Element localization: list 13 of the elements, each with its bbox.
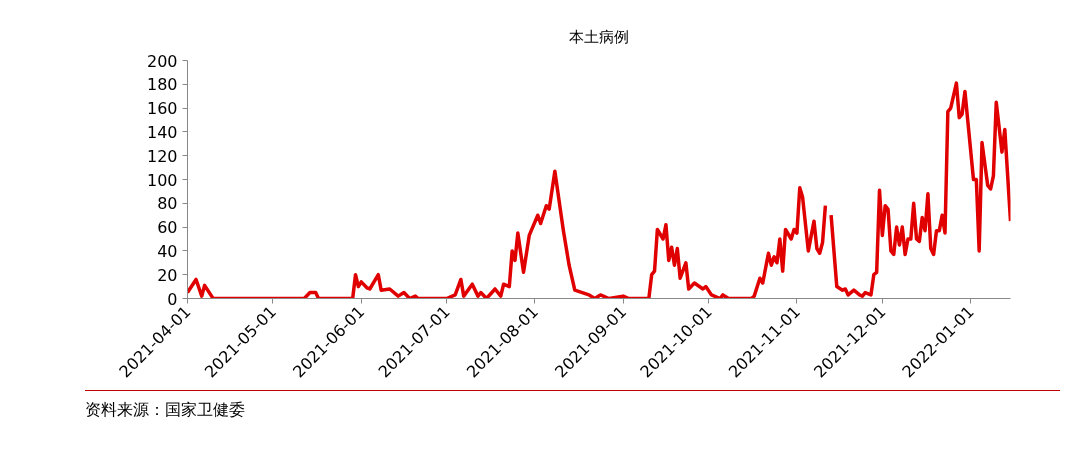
y-tick-label: 120: [146, 146, 178, 166]
y-tick-label: 80: [157, 194, 178, 214]
y-tick-label: 200: [146, 51, 178, 71]
text: 资料来源：国家卫健委: [85, 399, 245, 421]
y-tick-label: 60: [157, 218, 178, 238]
y-tick-label: 100: [146, 170, 178, 190]
y-tick-label: 180: [146, 75, 178, 95]
chart-title: 本土病例: [569, 27, 629, 46]
y-tick-label: 160: [146, 99, 178, 119]
y-tick-label: 20: [157, 265, 178, 285]
y-tick-label: 40: [157, 241, 178, 261]
y-tick-label: 0: [167, 289, 178, 309]
y-tick-label: 140: [146, 122, 178, 142]
